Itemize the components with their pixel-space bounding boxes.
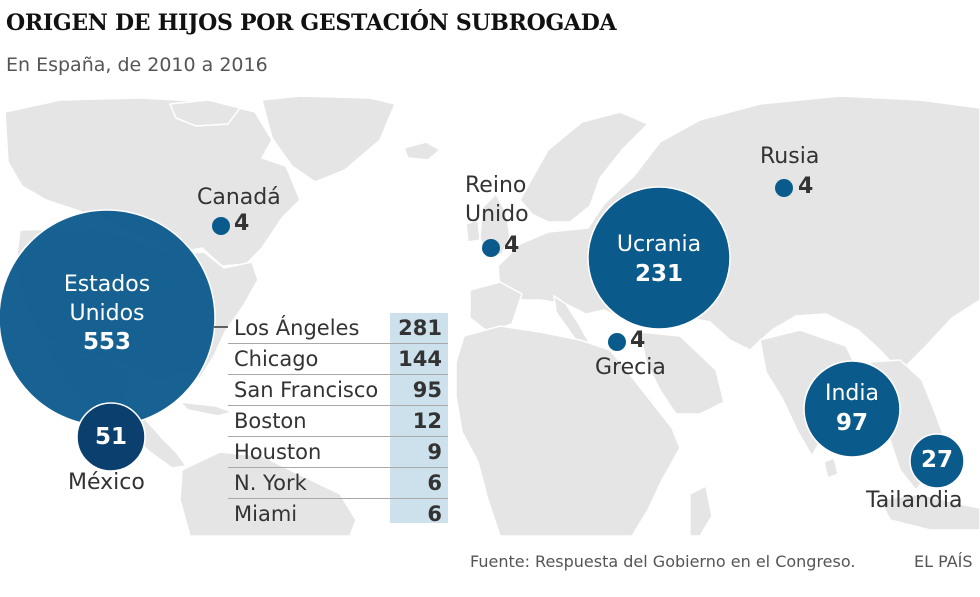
- chart-title: ORIGEN DE HIJOS POR GESTACIÓN SUBROGADA: [6, 10, 617, 36]
- usa-name-line1: Estados: [63, 272, 151, 297]
- table-count: 12: [412, 409, 442, 433]
- mexico-value: 51: [94, 424, 127, 450]
- mexico-value-label: 51: [81, 423, 141, 453]
- bubble-india: [803, 360, 901, 458]
- table-row: Los Ángeles 281: [228, 313, 448, 344]
- world-map: [0, 96, 980, 536]
- table-count: 281: [398, 316, 442, 340]
- table-city: Boston: [234, 409, 307, 433]
- india-label: India 97: [802, 380, 902, 438]
- table-count: 6: [427, 471, 442, 495]
- dot-canada: [212, 217, 230, 235]
- dot-russia: [775, 179, 793, 197]
- table-row: Boston 12: [228, 406, 448, 437]
- table-city: Miami: [234, 502, 298, 526]
- greece-name: Grecia: [595, 355, 666, 380]
- table-row: Miami 6: [228, 499, 448, 529]
- usa-label: Estados Unidos 553: [47, 271, 167, 358]
- table-count: 95: [412, 378, 442, 402]
- bubble-thailand: [909, 433, 965, 489]
- thailand-value: 27: [920, 447, 953, 473]
- ukraine-name: Ucrania: [616, 232, 702, 257]
- table-count: 6: [427, 502, 442, 526]
- canada-value: 4: [234, 211, 250, 236]
- thailand-name: Tailandia: [866, 488, 963, 513]
- bubble-mexico: [76, 402, 146, 472]
- russia-name: Rusia: [760, 144, 820, 169]
- table-row: N. York 6: [228, 468, 448, 499]
- dot-uk: [482, 239, 500, 257]
- table-value-column-bg: [390, 313, 448, 523]
- table-count: 9: [427, 440, 442, 464]
- dot-greece: [608, 333, 626, 351]
- bubble-ukraine: [587, 186, 731, 330]
- table-row: San Francisco 95: [228, 375, 448, 406]
- table-row: Houston 9: [228, 437, 448, 468]
- usa-value: 553: [82, 329, 131, 356]
- india-value: 97: [835, 409, 868, 436]
- ukraine-value: 231: [634, 260, 683, 287]
- uk-value: 4: [504, 233, 520, 258]
- us-cities-table: Los Ángeles 281 Chicago 144 San Francisc…: [228, 313, 448, 529]
- brand-logo: EL PAÍS: [914, 552, 973, 571]
- india-name: India: [825, 381, 879, 406]
- thailand-value-label: 27: [907, 446, 967, 476]
- table-row: Chicago 144: [228, 344, 448, 375]
- table-city: Chicago: [234, 347, 319, 371]
- russia-value: 4: [798, 174, 814, 199]
- greece-value: 4: [630, 328, 646, 353]
- ukraine-label: Ucrania 231: [599, 231, 719, 289]
- table-count: 144: [398, 347, 442, 371]
- table-city: N. York: [234, 471, 307, 495]
- canada-name: Canadá: [197, 185, 281, 210]
- table-city: San Francisco: [234, 378, 379, 402]
- table-city: Los Ángeles: [234, 316, 360, 340]
- mexico-name: México: [68, 470, 145, 495]
- source-note: Fuente: Respuesta del Gobierno en el Con…: [470, 552, 856, 571]
- uk-name-line1: Reino: [465, 173, 527, 198]
- table-city: Houston: [234, 440, 322, 464]
- uk-name-line2: Unido: [465, 202, 529, 227]
- chart-subtitle: En España, de 2010 a 2016: [6, 54, 268, 76]
- usa-name-line2: Unidos: [69, 300, 145, 326]
